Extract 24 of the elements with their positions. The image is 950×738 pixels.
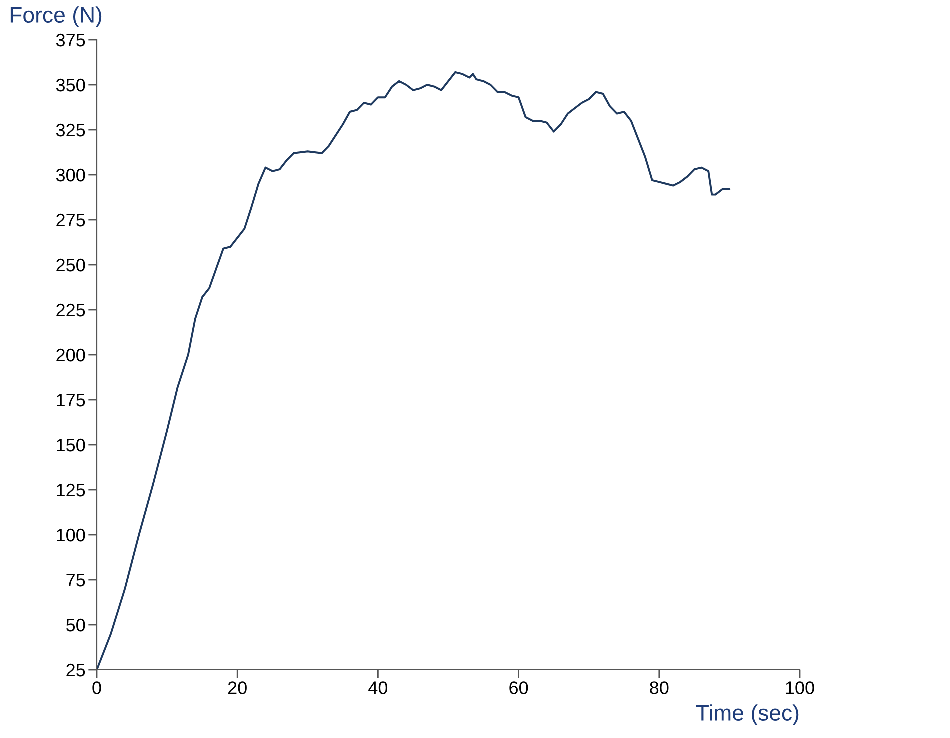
y-tick-label: 100	[57, 528, 86, 542]
y-tick-label: 250	[56, 258, 86, 272]
y-tick-label: 125	[57, 484, 86, 497]
x-tick-label: 20	[228, 682, 247, 694]
x-tick-label: 80	[650, 682, 669, 694]
y-tick-label: 225	[56, 304, 86, 317]
x-tick-label: 60	[510, 682, 528, 694]
x-tick-label: 0	[92, 682, 102, 694]
x-tick-label: 100	[786, 682, 814, 694]
x-tick-label: 40	[368, 682, 388, 694]
y-tick-label: 25	[66, 664, 86, 677]
y-axis-title: Force (N)	[10, 6, 102, 28]
y-tick-label: 75	[66, 574, 86, 587]
y-tick-label: 200	[56, 348, 86, 362]
y-tick-label: 300	[56, 168, 86, 182]
y-tick-label: 325	[56, 124, 86, 137]
x-axis-title: Time (sec)	[696, 704, 799, 726]
y-tick-label: 50	[66, 618, 86, 632]
y-tick-label: 275	[56, 214, 86, 227]
y-tick-label: 350	[56, 78, 86, 92]
line-series	[97, 71, 731, 670]
y-tick-label: 175	[57, 394, 86, 407]
y-tick-label: 150	[57, 438, 86, 452]
y-tick-label: 375	[56, 34, 86, 47]
